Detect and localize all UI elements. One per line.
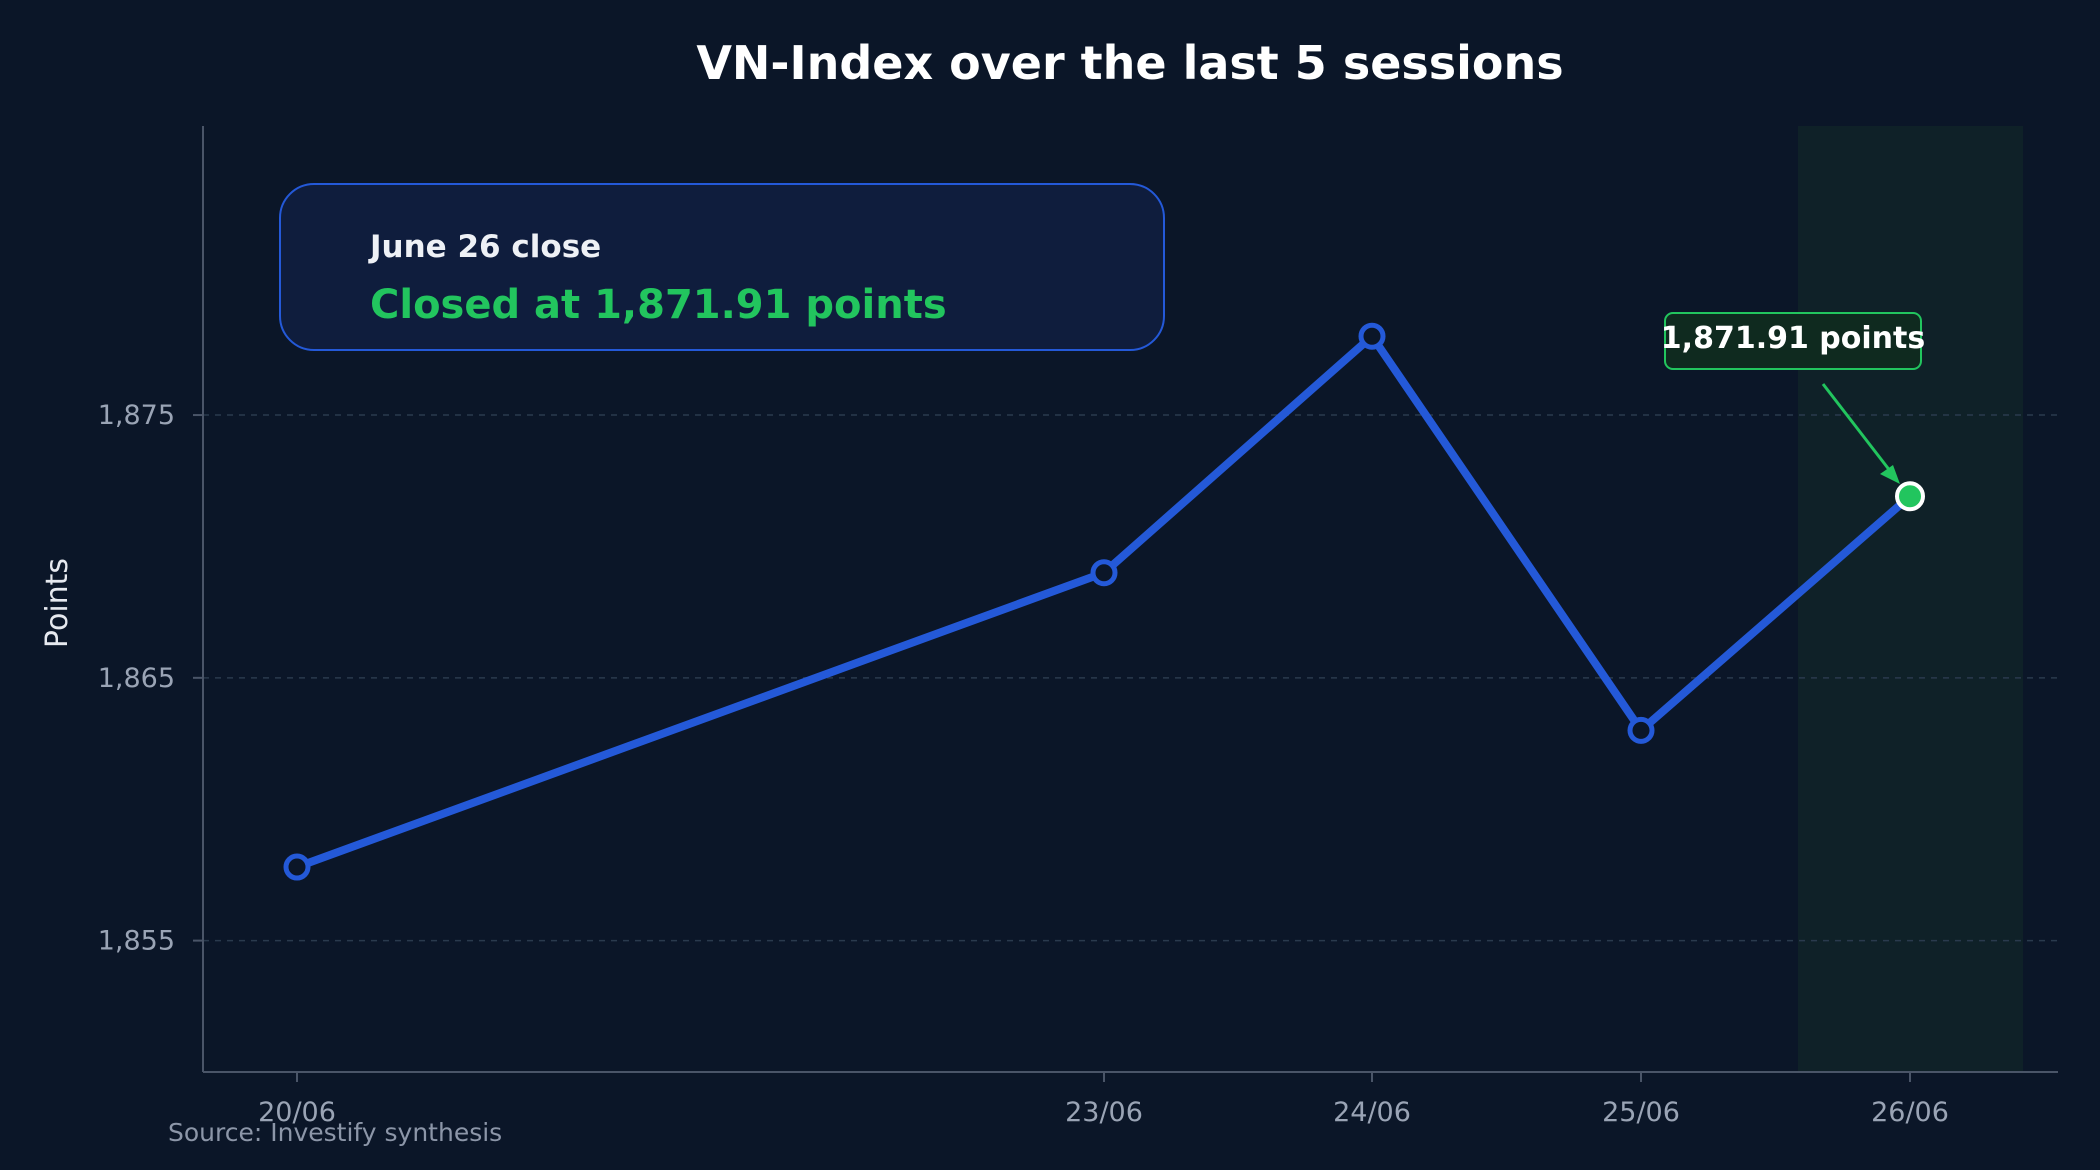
highlight-band — [1798, 126, 2023, 1072]
data-point — [283, 853, 311, 881]
data-point — [1627, 716, 1655, 744]
info-box-background — [279, 183, 1165, 351]
callout: 1,871.91 points — [1661, 312, 1925, 484]
series-line — [293, 332, 1914, 872]
y-tick-label: 1,855 — [98, 926, 175, 957]
info-box: June 26 close Closed at 1,871.91 points — [279, 183, 1165, 351]
x-tick-label: 20/06 — [258, 1097, 336, 1128]
callout-arrowhead — [1880, 465, 1900, 484]
x-tick-label: 23/06 — [1065, 1097, 1143, 1128]
source-note: Source: Investify synthesis — [168, 1118, 502, 1147]
info-box-value: Closed at 1,871.91 points — [370, 282, 947, 328]
y-tick-label: 1,865 — [98, 663, 175, 694]
x-tick-label: 24/06 — [1333, 1097, 1411, 1128]
callout-arrow — [1821, 383, 1896, 477]
callout-text: 1,871.91 points — [1661, 321, 1925, 356]
y-tick-label: 1,875 — [98, 400, 175, 431]
chart-title: VN-Index over the last 5 sessions — [696, 36, 1563, 90]
x-tick-label: 25/06 — [1602, 1097, 1680, 1128]
info-box-label: June 26 close — [368, 229, 601, 265]
data-point — [1358, 322, 1386, 350]
y-axis-title: Points — [40, 558, 75, 648]
callout-box — [1664, 312, 1922, 370]
highlighted-data-point — [1895, 481, 1925, 512]
x-tick-label: 26/06 — [1871, 1097, 1949, 1128]
data-point — [1090, 559, 1118, 587]
